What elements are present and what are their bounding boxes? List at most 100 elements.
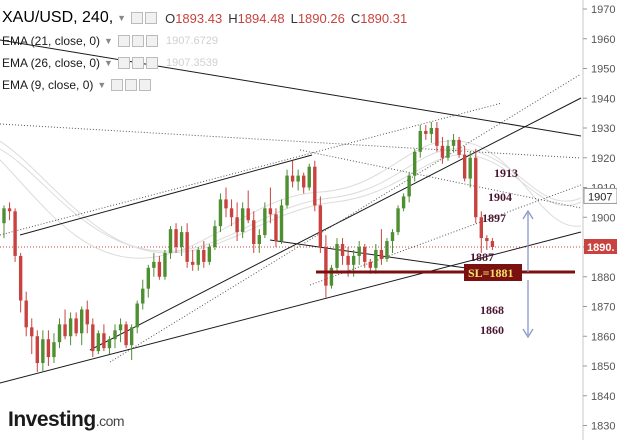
candle-body <box>63 324 67 337</box>
series-controls <box>131 12 159 24</box>
candle-body <box>401 196 406 209</box>
candle-body <box>118 324 123 331</box>
candle-body <box>485 238 489 242</box>
high-value: H1894.48 <box>228 10 285 26</box>
candle-body <box>396 208 400 233</box>
candle-body <box>240 208 245 233</box>
trend-line <box>19 154 313 236</box>
candle-body <box>446 145 450 158</box>
candle-body <box>246 208 250 221</box>
chevron-down-icon[interactable]: ▼ <box>104 58 113 68</box>
eye-icon[interactable] <box>131 12 144 24</box>
candle-body <box>218 199 223 227</box>
stop-loss-label: SL=1881 <box>468 266 514 280</box>
open-value: O1893.43 <box>165 10 223 26</box>
candle-body <box>207 247 212 262</box>
candle-body <box>424 130 428 134</box>
candle-body <box>263 208 267 236</box>
candle-body <box>302 175 306 188</box>
candle-body <box>146 267 150 289</box>
gear-icon[interactable] <box>145 12 158 24</box>
candle-body <box>479 217 483 239</box>
eye-icon[interactable] <box>117 35 130 47</box>
candle-body <box>363 247 367 262</box>
candle-body <box>96 333 101 352</box>
candle-body <box>85 309 89 325</box>
price-axis: 1970196019501940193019201910190018901880… <box>582 0 617 440</box>
candle-body <box>407 175 411 197</box>
current-price-badge <box>584 239 617 254</box>
price-tick-label: 1900 <box>591 212 615 224</box>
candle-body <box>274 214 278 242</box>
candle-body <box>313 166 317 206</box>
candle-body <box>68 318 73 337</box>
chevron-down-icon[interactable]: ▼ <box>104 36 113 46</box>
dotted-line <box>0 123 582 159</box>
ema-9-controls <box>111 79 153 91</box>
candle-body <box>157 261 162 277</box>
trend-line <box>0 39 582 137</box>
ema-21-label[interactable]: EMA (21, close, 0) <box>2 34 101 48</box>
ema-26-controls <box>117 57 160 69</box>
candle-body <box>451 139 456 146</box>
ema-26-value: 1907.3539 <box>165 57 218 69</box>
ema-26-row: EMA (26, close, 0) ▼ 1907.3539 <box>0 52 413 74</box>
price-tick-label: 1840 <box>591 391 615 403</box>
candle-body <box>213 226 217 247</box>
gear-icon[interactable] <box>131 57 144 69</box>
dotted-line <box>0 102 503 236</box>
ema-9-line <box>0 140 582 259</box>
candle-body <box>202 249 206 262</box>
eye-icon[interactable] <box>111 79 124 91</box>
eye-icon[interactable] <box>117 57 130 69</box>
candle-body <box>252 220 256 245</box>
level-label: 1887 <box>470 250 494 264</box>
candle-body <box>296 175 300 182</box>
close-icon[interactable] <box>145 35 158 47</box>
candle-body <box>457 139 461 155</box>
investing-logo: Investing.com <box>8 408 125 431</box>
chevron-down-icon[interactable]: ▼ <box>117 13 127 23</box>
candle-body <box>135 303 139 328</box>
candle-body <box>174 229 178 247</box>
chevron-down-icon[interactable]: ▼ <box>97 80 107 90</box>
ema-9-label[interactable]: EMA (9, close, 0) <box>2 78 94 92</box>
analysis-overlay: 1913 1904 1897 1887 1868 1860 SL=1881 <box>316 166 575 339</box>
ema-26-label[interactable]: EMA (26, close, 0) <box>2 56 101 70</box>
close-value: C1890.31 <box>350 10 408 26</box>
candle-body <box>24 300 28 328</box>
candles <box>2 122 495 372</box>
candle-body <box>257 235 261 245</box>
candle-body <box>346 255 350 265</box>
close-icon[interactable] <box>139 79 152 91</box>
symbol-label[interactable]: XAU/USD, 240, <box>2 9 114 26</box>
candle-body <box>41 339 45 364</box>
candle-body <box>435 128 439 146</box>
level-label: 1913 <box>494 166 518 180</box>
candle-body <box>30 327 34 337</box>
candle-body <box>318 205 323 247</box>
candle-body <box>152 261 156 268</box>
candle-body <box>80 309 84 334</box>
gear-icon[interactable] <box>131 35 144 47</box>
close-icon[interactable] <box>145 57 158 69</box>
candle-body <box>368 261 372 268</box>
candle-body <box>13 211 17 256</box>
gear-icon[interactable] <box>125 79 138 91</box>
candle-body <box>52 342 56 358</box>
candle-body <box>474 157 478 218</box>
candle-body <box>235 217 239 233</box>
candle-body <box>490 241 495 247</box>
ema-21-row: EMA (21, close, 0) ▼ 1907.6729 <box>0 30 413 52</box>
candle-body <box>335 244 339 268</box>
candle-body <box>340 244 345 256</box>
candle-body <box>379 249 384 259</box>
level-label: 1868 <box>480 303 504 317</box>
candle-body <box>196 249 200 265</box>
candle-body <box>185 232 189 262</box>
level-label: 1897 <box>482 211 506 225</box>
candle-body <box>2 208 6 224</box>
candle-body <box>357 247 361 256</box>
arrow-down-icon <box>522 328 534 339</box>
